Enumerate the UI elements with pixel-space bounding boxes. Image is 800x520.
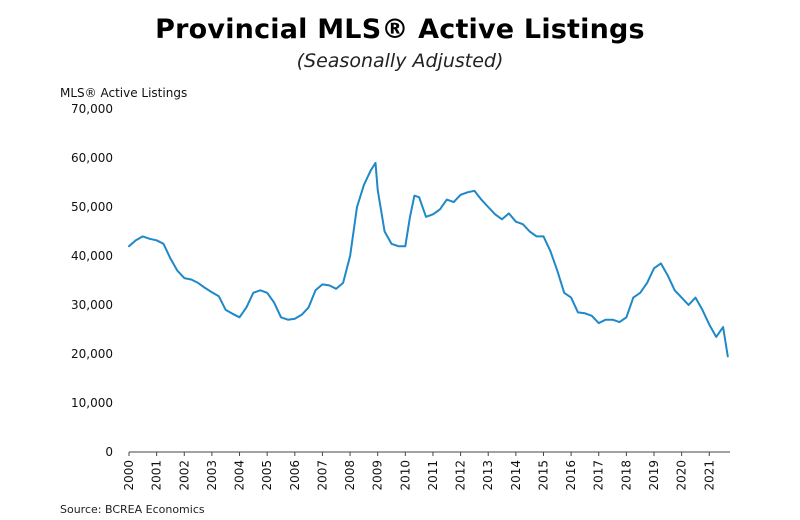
- x-tick-label: 2008: [343, 460, 357, 491]
- x-tick-label: 2016: [564, 460, 578, 491]
- x-tick-label: 2013: [481, 460, 495, 491]
- x-tick-label: 2012: [454, 460, 468, 491]
- x-tick-label: 2019: [647, 460, 661, 491]
- y-axis-label: MLS® Active Listings: [60, 86, 188, 100]
- y-tick-label: 70,000: [71, 102, 113, 116]
- x-tick-label: 2021: [702, 460, 716, 491]
- x-tick-label: 2005: [260, 460, 274, 491]
- x-tick-label: 2020: [675, 460, 689, 491]
- x-tick-label: 2004: [233, 460, 247, 491]
- x-tick-label: 2015: [536, 460, 550, 491]
- y-tick-label: 20,000: [71, 347, 113, 361]
- x-tick-label: 2006: [288, 460, 302, 491]
- series-line-active-listings: [128, 161, 729, 358]
- x-tick-label: 2018: [619, 460, 633, 491]
- y-tick-label: 30,000: [71, 298, 113, 312]
- x-tick-label: 2011: [426, 460, 440, 491]
- x-tick-label: 2017: [592, 460, 606, 491]
- y-tick-label: 50,000: [71, 200, 113, 214]
- x-tick-label: 2000: [122, 460, 136, 491]
- x-tick-label: 2010: [398, 460, 412, 491]
- y-tick-label: 40,000: [71, 249, 113, 263]
- x-tick-label: 2009: [371, 460, 385, 491]
- y-tick-label: 10,000: [71, 396, 113, 410]
- x-tick-label: 2001: [150, 460, 164, 491]
- y-tick-label: 60,000: [71, 151, 113, 165]
- x-tick-label: 2014: [509, 460, 523, 491]
- y-tick-label: 0: [105, 445, 113, 459]
- x-tick-label: 2003: [205, 460, 219, 491]
- source-note: Source: BCREA Economics: [60, 503, 205, 516]
- x-tick-labels: 2000 2001 2002 2003 2004 2005 2006 2007 2008 2009…: [122, 452, 716, 491]
- chart-title: Provincial MLS® Active Listings: [155, 14, 645, 45]
- y-tick-labels: 0 10,000 20,000 30,000 40,000 50,000 60,000 70,…: [71, 102, 113, 459]
- x-tick-label: 2007: [315, 460, 329, 491]
- x-tick-label: 2002: [177, 460, 191, 491]
- chart-subtitle: (Seasonally Adjusted): [296, 50, 504, 72]
